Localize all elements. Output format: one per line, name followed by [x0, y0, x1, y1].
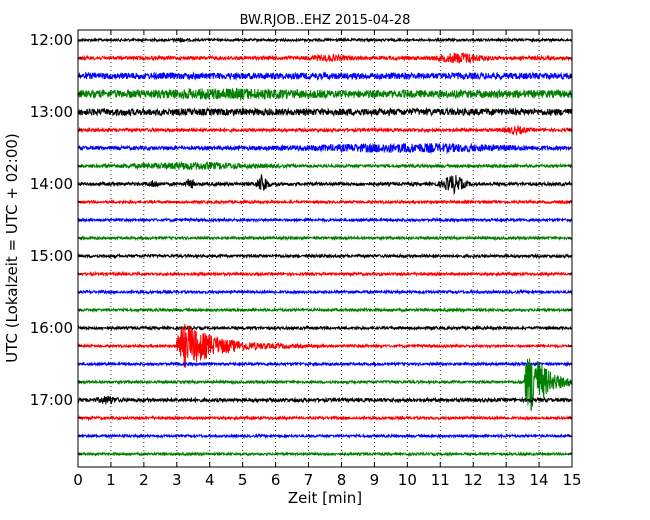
- trace-1430: [77, 216, 573, 224]
- y-tick-label: 16:00: [30, 319, 73, 337]
- x-tick-label: 6: [271, 471, 281, 489]
- y-tick-label: 15:00: [30, 247, 73, 265]
- trace-1515: [77, 270, 573, 278]
- x-tick-label: 1: [106, 471, 116, 489]
- trace-1215: [77, 51, 573, 64]
- trace-1530: [77, 288, 573, 296]
- trace-1600: [77, 324, 573, 332]
- y-tick-label: 17:00: [30, 391, 73, 409]
- trace-1700: [77, 395, 573, 405]
- x-tick-label: 14: [530, 471, 549, 489]
- trace-1615: [77, 323, 573, 368]
- y-tick-label: 13:00: [30, 103, 73, 121]
- trace-1445: [77, 234, 573, 242]
- x-axis-ticks: 0 1 2 3 4 5 6 7 8 9 10 11 12 13 14 15: [73, 30, 582, 489]
- chart-title: BW.RJOB..EHZ 2015-04-28: [240, 13, 411, 28]
- trace-1415: [77, 198, 573, 206]
- trace-1230: [77, 71, 573, 82]
- y-tick-label: 12:00: [30, 31, 73, 49]
- grid-lines: [110, 30, 540, 467]
- x-axis-label: Zeit [min]: [288, 489, 362, 507]
- x-tick-label: 10: [398, 471, 417, 489]
- trace-1500: [77, 252, 573, 260]
- trace-1330: [77, 142, 573, 155]
- seismic-traces: [77, 36, 573, 458]
- x-tick-label: 5: [238, 471, 248, 489]
- y-axis-ticks: 12:00 13:00 14:00 15:00 16:00 17:00: [30, 31, 572, 455]
- trace-1545: [77, 306, 573, 314]
- x-tick-label: 7: [304, 471, 314, 489]
- x-tick-label: 13: [497, 471, 516, 489]
- x-tick-label: 15: [562, 471, 581, 489]
- y-tick-label: 14:00: [30, 175, 73, 193]
- trace-1630: [77, 360, 573, 368]
- x-tick-label: 3: [172, 471, 182, 489]
- plot-frame: [77, 29, 573, 468]
- x-tick-label: 12: [464, 471, 483, 489]
- x-tick-label: 0: [73, 471, 83, 489]
- x-tick-label: 8: [337, 471, 347, 489]
- trace-1645: [77, 358, 573, 411]
- y-axis-label: UTC (Lokalzeit = UTC + 02:00): [3, 133, 21, 363]
- trace-1315: [77, 125, 573, 137]
- trace-1715: [77, 414, 573, 422]
- x-tick-label: 4: [205, 471, 215, 489]
- trace-1245: [77, 87, 573, 102]
- trace-1730: [77, 432, 573, 440]
- trace-1300: [77, 106, 573, 118]
- trace-1200: [77, 36, 573, 44]
- x-tick-label: 11: [431, 471, 450, 489]
- trace-1345: [77, 160, 573, 171]
- x-tick-label: 9: [370, 471, 380, 489]
- trace-1745: [77, 451, 573, 458]
- trace-1400: [77, 174, 573, 196]
- x-tick-label: 2: [139, 471, 149, 489]
